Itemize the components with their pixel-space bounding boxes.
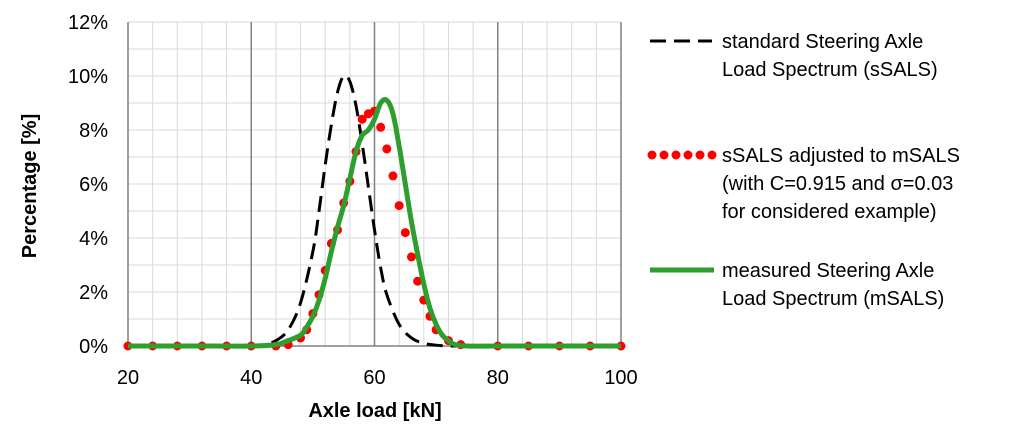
legend-label: Load Spectrum (sSALS) xyxy=(722,59,938,81)
legend-swatch-dot xyxy=(659,150,669,160)
legend-entry: standard Steering Axle Load Spectrum (sSA… xyxy=(650,31,938,81)
x-tick-label: 100 xyxy=(604,367,637,389)
data-point xyxy=(406,252,416,262)
y-tick-labels: 0% 2% 4% 6% 8% 10% 12% xyxy=(68,12,108,358)
data-point xyxy=(400,228,410,238)
major-gridlines xyxy=(250,22,622,346)
y-tick-label: 10% xyxy=(68,66,108,88)
y-tick-label: 6% xyxy=(79,174,108,196)
legend-label: standard Steering Axle xyxy=(722,31,923,53)
y-axis-title: Percentage [%] xyxy=(19,114,41,259)
x-tick-label: 20 xyxy=(117,367,139,389)
legend-swatch-dot xyxy=(647,150,657,160)
legend-entry: sSALS adjusted to mSALS (with C=0.915 and… xyxy=(647,145,960,223)
data-point xyxy=(394,201,404,211)
data-point xyxy=(376,122,386,132)
x-tick-label: 80 xyxy=(487,367,509,389)
legend-swatch-dot xyxy=(671,150,681,160)
y-tick-label: 0% xyxy=(79,336,108,358)
x-tick-label: 60 xyxy=(363,367,385,389)
series-mSALS-line xyxy=(128,97,621,349)
legend-label: Load Spectrum (mSALS) xyxy=(722,288,944,310)
data-point xyxy=(357,114,367,124)
x-tick-labels: 20 40 60 80 100 xyxy=(117,367,638,389)
legend-swatch-dot xyxy=(707,150,717,160)
series-group xyxy=(123,73,626,351)
legend-label: sSALS adjusted to mSALS xyxy=(722,145,960,167)
data-point xyxy=(413,276,423,286)
legend-entry: measured Steering Axle Load Spectrum (mSA… xyxy=(650,260,944,310)
y-tick-label: 12% xyxy=(68,12,108,34)
legend: standard Steering Axle Load Spectrum (sSA… xyxy=(647,31,960,310)
legend-label: measured Steering Axle xyxy=(722,260,934,282)
legend-swatch-dot xyxy=(695,150,705,160)
data-point xyxy=(388,171,398,181)
legend-label: for considered example) xyxy=(722,201,937,223)
legend-label: (with C=0.915 and σ=0.03 xyxy=(722,173,953,195)
data-point xyxy=(382,144,392,154)
y-tick-label: 2% xyxy=(79,282,108,304)
x-axis-title: Axle load [kN] xyxy=(308,400,441,422)
series-sSALS-line xyxy=(128,73,621,348)
y-tick-label: 8% xyxy=(79,120,108,142)
y-tick-label: 4% xyxy=(79,228,108,250)
legend-swatch-dot xyxy=(683,150,693,160)
x-tick-label: 40 xyxy=(240,367,262,389)
